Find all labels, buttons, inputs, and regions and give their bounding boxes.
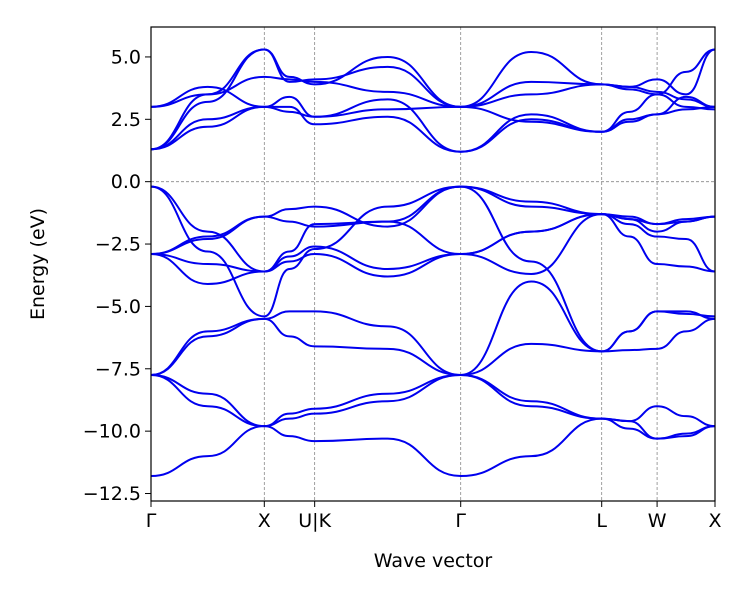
band-17-line — [150, 75, 716, 108]
x-axis: Γ X U|K Γ L W X — [146, 501, 722, 532]
y-tick-label: −2.5 — [95, 234, 141, 256]
plot-frame — [150, 26, 716, 502]
x-tick-label: Γ — [455, 510, 466, 532]
band-13-line — [150, 48, 716, 151]
x-tick-label: L — [596, 510, 607, 532]
band-11-line — [150, 213, 716, 256]
y-tick-label: −5.0 — [95, 296, 141, 318]
y-tick-label: 2.5 — [111, 109, 141, 131]
y-tick-label: −12.5 — [83, 483, 141, 505]
x-axis-label: Wave vector — [374, 550, 493, 572]
x-tick-label: X — [708, 510, 721, 532]
y-tick-label: 5.0 — [111, 46, 141, 68]
x-tick-label: X — [258, 510, 271, 532]
y-tick-label: 0.0 — [111, 171, 141, 193]
band-layer — [150, 48, 716, 478]
y-tick-label: −7.5 — [95, 358, 141, 380]
y-axis-label: Energy (eV) — [27, 208, 49, 320]
y-axis: 5.0 2.5 0.0 −2.5 −5.0 −7.5 −10.0 −12.5 — [83, 46, 151, 505]
y-tick-label: −10.0 — [83, 421, 141, 443]
x-tick-label: U|K — [298, 510, 331, 532]
x-tick-label: W — [648, 510, 667, 532]
x-tick-label: Γ — [146, 510, 157, 532]
